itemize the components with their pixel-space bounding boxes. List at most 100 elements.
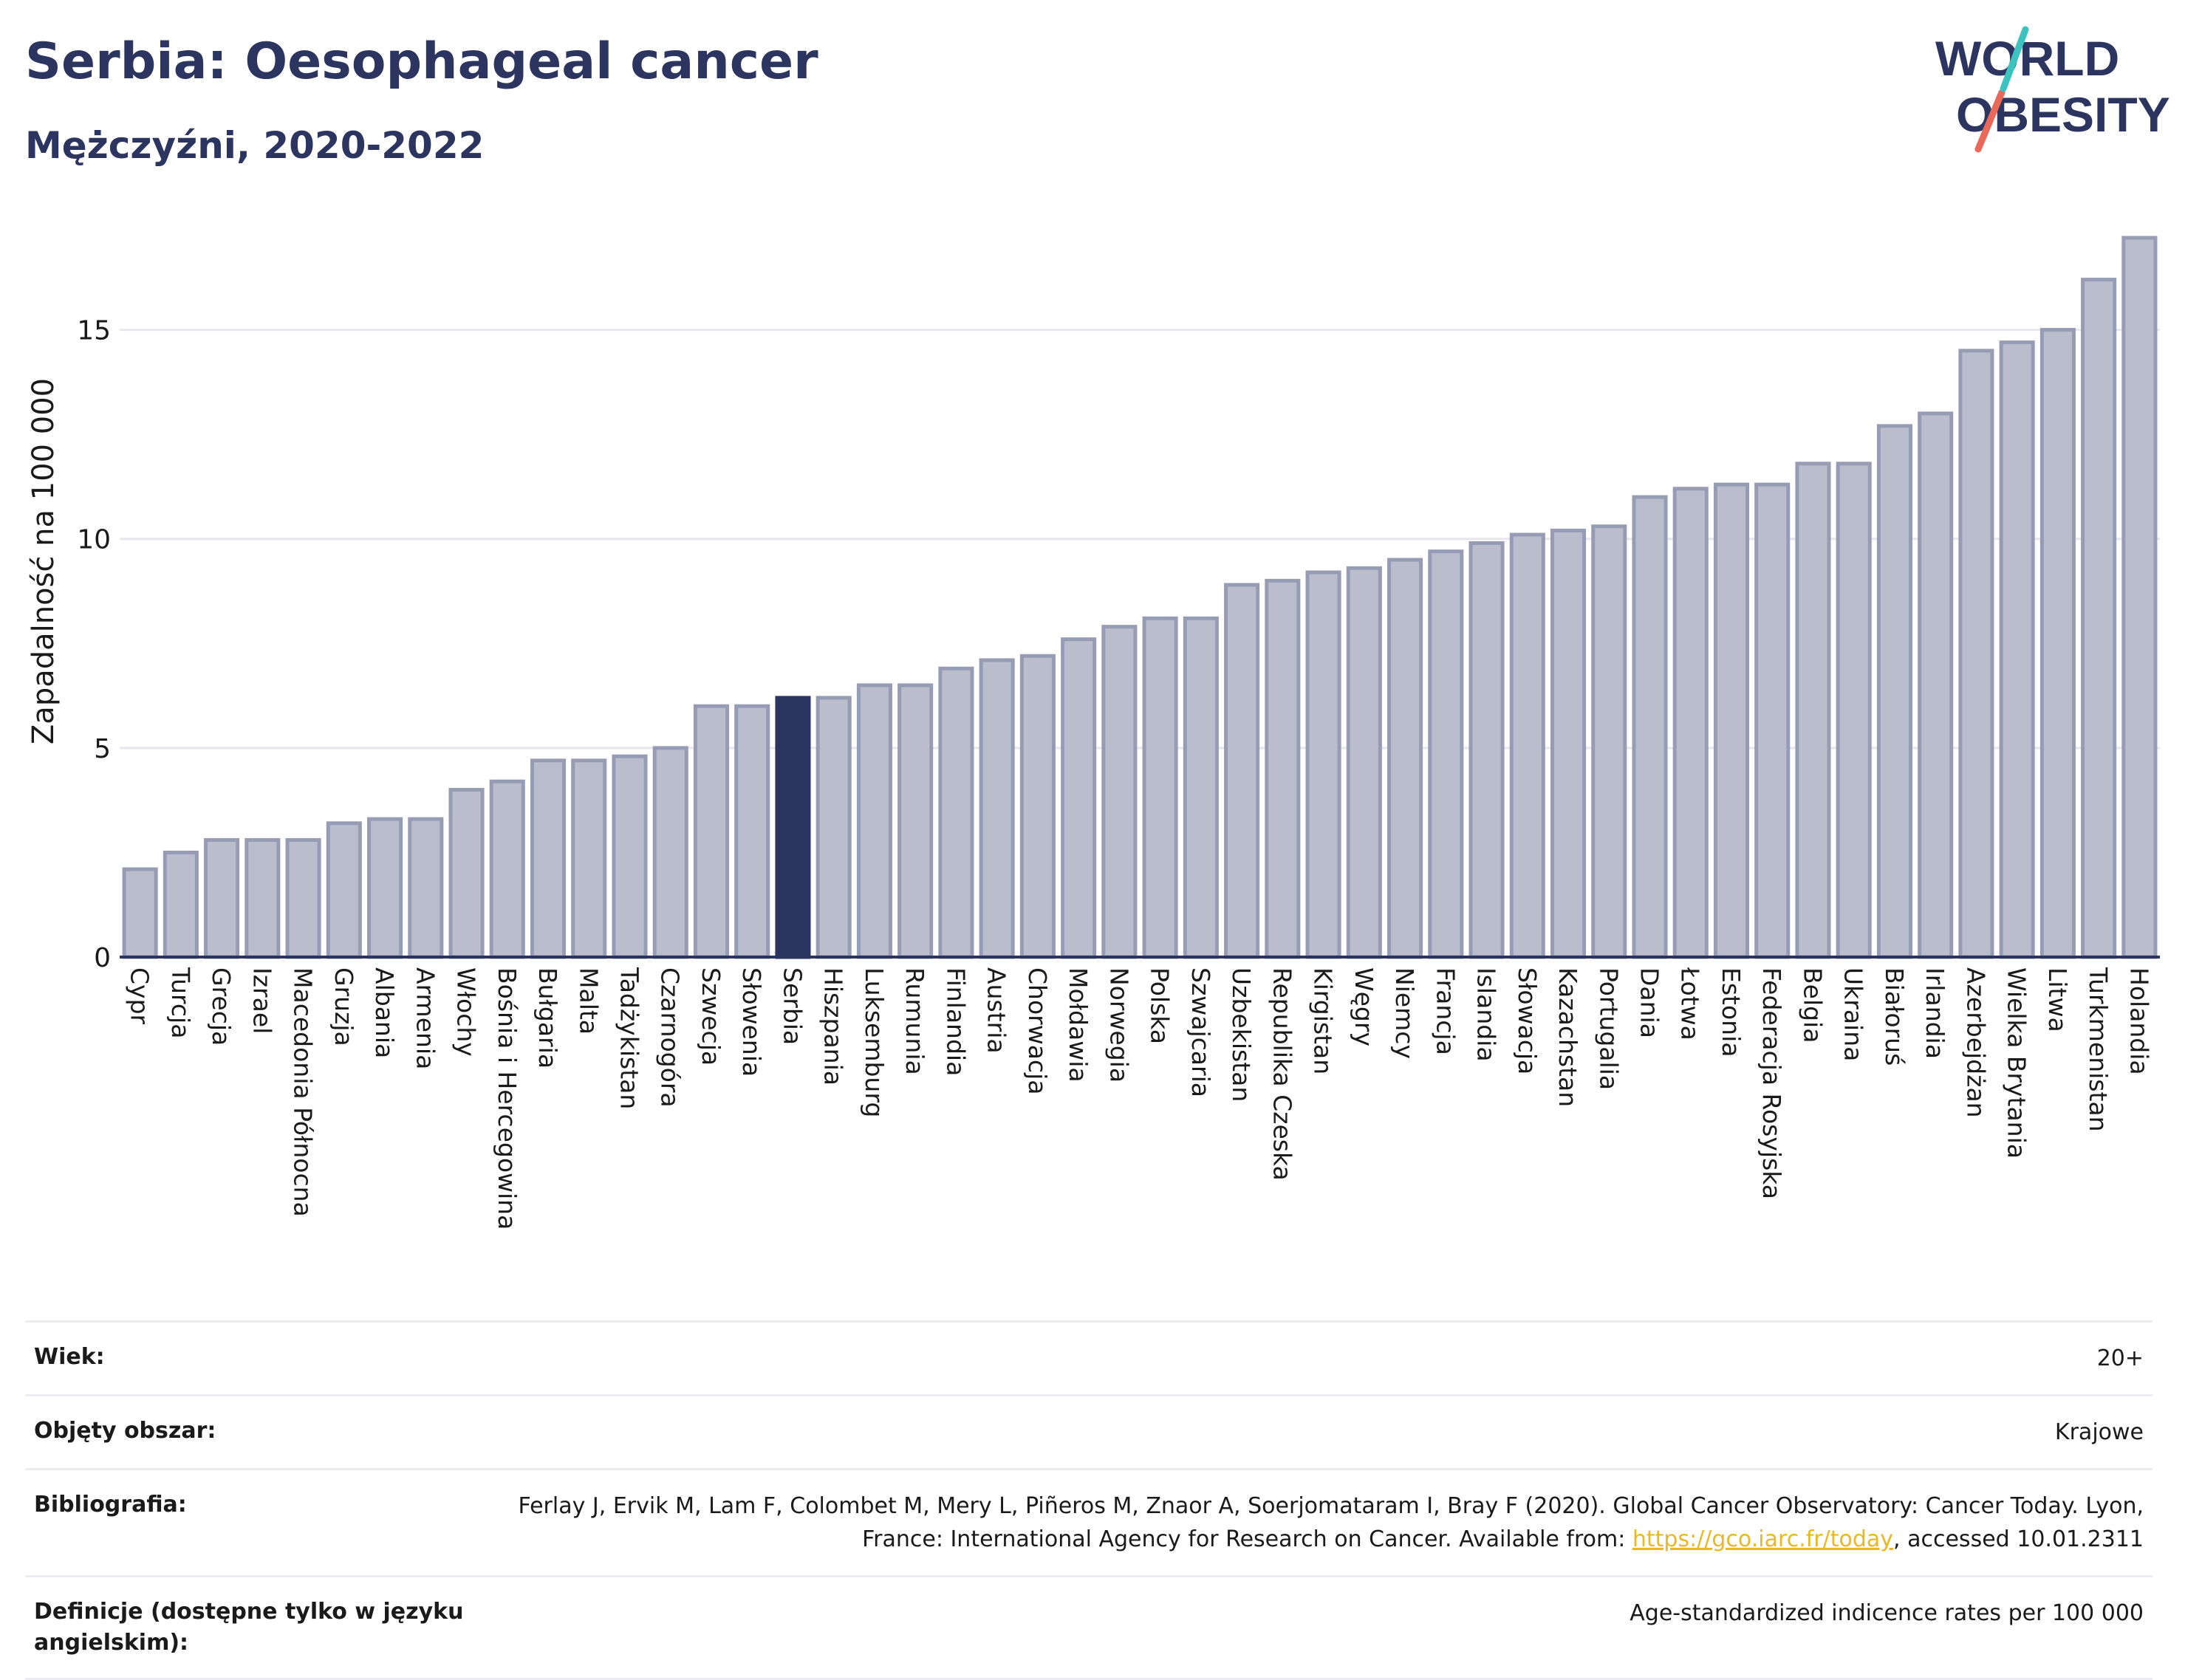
x-tick-label: Francja xyxy=(1431,967,1460,1055)
bar-uzbekistan xyxy=(1224,583,1260,959)
bar-francja xyxy=(1428,549,1464,959)
x-tick-label: Szwajcaria xyxy=(1186,967,1215,1097)
bar-albania xyxy=(367,817,403,959)
x-tick-label: Macedonia Północna xyxy=(289,967,318,1217)
x-tick-label: Kazachstan xyxy=(1553,967,1582,1107)
x-tick-label: Armenia xyxy=(411,967,440,1069)
bar-rumunia xyxy=(897,683,934,959)
bibliography-link[interactable]: https://gco.iarc.fr/today xyxy=(1632,1526,1894,1552)
x-tick-label: Kirgistan xyxy=(1309,967,1338,1074)
x-tick-label: Szwecja xyxy=(697,967,725,1066)
x-tick-label: Serbia xyxy=(778,967,807,1045)
x-tick-label: Estonia xyxy=(1717,967,1745,1057)
y-tick-label: 10 xyxy=(77,525,111,555)
x-tick-label: Rumunia xyxy=(900,967,929,1075)
bar-węgry xyxy=(1346,566,1382,959)
x-tick-label: Portugalia xyxy=(1594,967,1623,1090)
bars xyxy=(122,236,2158,959)
bar-serbia xyxy=(775,696,811,959)
bar-republika-czeska xyxy=(1265,578,1301,959)
x-tick-label: Holandia xyxy=(2124,967,2153,1075)
bar-federacja-rosyjska xyxy=(1754,482,1791,959)
x-tick-label: Litwa xyxy=(2043,967,2072,1032)
bar-słowenia xyxy=(734,704,770,959)
x-tick-label: Wielka Brytania xyxy=(2003,967,2031,1159)
meta-row-bibliography: Bibliografia: Ferlay J, Ervik M, Lam F, … xyxy=(25,1468,2152,1575)
x-tick-label: Bośnia i Hercegowina xyxy=(493,967,522,1230)
x-tick-label: Federacja Rosyjska xyxy=(1757,967,1786,1199)
x-tick-label: Turkmenistan xyxy=(2084,967,2113,1132)
x-tick-label: Norwegia xyxy=(1104,967,1133,1083)
bar-azerbejdżan xyxy=(1958,349,1994,959)
chart-subtitle: Mężczyźni, 2020-2022 xyxy=(25,124,485,167)
x-tick-label: Gruzja xyxy=(329,967,358,1046)
bar-irlandia xyxy=(1918,411,1954,959)
x-tick-label: Belgia xyxy=(1798,967,1827,1043)
x-tick-label: Słowacja xyxy=(1513,967,1542,1074)
x-tick-label: Albania xyxy=(370,967,399,1058)
bar-szwecja xyxy=(693,704,730,959)
bar-mołdawia xyxy=(1061,637,1097,959)
y-tick-label: 5 xyxy=(94,734,111,764)
bar-kirgistan xyxy=(1305,570,1341,959)
area-value: Krajowe xyxy=(2054,1419,2144,1445)
x-tick-label: Grecja xyxy=(207,967,236,1046)
x-tick-label: Austria xyxy=(982,967,1011,1054)
bar-niemcy xyxy=(1387,558,1423,959)
bar-tadżykistan xyxy=(612,754,648,959)
bar-łotwa xyxy=(1672,487,1709,959)
bar-cypr xyxy=(122,867,158,959)
age-value: 20+ xyxy=(2096,1345,2144,1371)
x-tick-label: Finlandia xyxy=(941,967,970,1076)
y-tick-labels: 0 5 10 15 xyxy=(77,316,111,973)
svg-text:WORLD: WORLD xyxy=(1935,31,2119,86)
bar-grecja xyxy=(204,837,240,959)
x-tick-labels: Cypr Turcja Grecja Izrael Macedonia Północna… xyxy=(126,967,2154,1230)
bar-turkmenistan xyxy=(2081,278,2117,959)
y-axis-label: Zapadalność na 100 000 xyxy=(27,378,61,744)
bar-włochy xyxy=(448,787,485,959)
bar-bułgaria xyxy=(530,758,567,959)
x-tick-label: Mołdawia xyxy=(1064,967,1092,1083)
bar-finlandia xyxy=(938,666,974,959)
bar-słowacja xyxy=(1509,532,1545,959)
bar-luksemburg xyxy=(856,683,892,959)
bar-holandia xyxy=(2121,236,2158,959)
bar-kazachstan xyxy=(1550,528,1587,959)
bar-izrael xyxy=(245,837,281,959)
y-tick-label: 0 xyxy=(94,943,111,973)
bar-dania xyxy=(1632,495,1668,959)
chart-title: Serbia: Oesophageal cancer xyxy=(25,32,818,91)
x-tick-label: Bułgaria xyxy=(533,967,562,1069)
bar-wielka-brytania xyxy=(1999,340,2035,959)
bar-chart: 0 5 10 15 Cypr Turcja Grecja Izrael Macedonia P… xyxy=(27,236,2160,1230)
bibliography-value: Ferlay J, Ervik M, Lam F, Colombet M, Me… xyxy=(504,1489,2144,1556)
definitions-label: Definicje (dostępne tylko w języku angie… xyxy=(34,1599,464,1656)
bibliography-label: Bibliografia: xyxy=(34,1492,187,1518)
bar-austria xyxy=(979,658,1015,959)
x-tick-label: Węgry xyxy=(1350,967,1378,1046)
bar-czarnogóra xyxy=(652,746,688,959)
x-tick-label: Włochy xyxy=(452,967,481,1057)
bar-malta xyxy=(571,758,607,959)
x-tick-label: Chorwacja xyxy=(1023,967,1052,1094)
metadata-table: Wiek: 20+ Objęty obszar: Krajowe Bibliog… xyxy=(25,1320,2152,1680)
bibliography-accessed: , accessed 10.01.2311 xyxy=(1893,1526,2144,1552)
x-tick-label: Tadżykistan xyxy=(615,967,644,1109)
bar-szwajcaria xyxy=(1183,616,1219,959)
bar-gruzja xyxy=(326,821,362,959)
x-tick-label: Izrael xyxy=(247,967,276,1034)
bar-norwegia xyxy=(1101,625,1138,959)
x-tick-label: Ukraina xyxy=(1839,967,1868,1061)
x-tick-label: Republika Czeska xyxy=(1268,967,1296,1181)
bar-armenia xyxy=(408,817,444,959)
meta-row-definitions: Definicje (dostępne tylko w języku angie… xyxy=(25,1575,2152,1680)
bar-islandia xyxy=(1468,541,1505,959)
bar-białoruś xyxy=(1876,424,1912,959)
bibliography-text: Ferlay J, Ervik M, Lam F, Colombet M, Me… xyxy=(518,1493,2144,1552)
x-tick-label: Czarnogóra xyxy=(656,967,685,1108)
meta-row-area: Objęty obszar: Krajowe xyxy=(25,1394,2152,1468)
meta-row-age: Wiek: 20+ xyxy=(25,1320,2152,1394)
x-tick-label: Uzbekistan xyxy=(1227,967,1256,1102)
x-tick-label: Dania xyxy=(1635,967,1664,1038)
